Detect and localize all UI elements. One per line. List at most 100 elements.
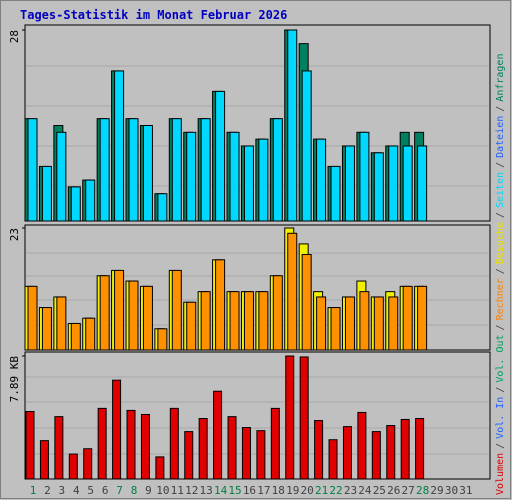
bar — [417, 145, 428, 222]
bar — [157, 328, 168, 351]
x-tick-label: 30 — [445, 484, 458, 497]
bar — [186, 131, 197, 222]
bar — [328, 439, 338, 480]
bar — [330, 307, 341, 351]
bar — [402, 285, 413, 351]
chart-title: Tages-Statistik im Monat Februar 2026 — [20, 8, 287, 22]
legend-entry: Besuche — [495, 222, 506, 264]
bar — [386, 425, 396, 480]
bar — [258, 291, 269, 351]
x-tick-label: 31 — [459, 484, 472, 497]
x-tick-label: 21 — [315, 484, 328, 497]
bar — [330, 165, 341, 222]
bar — [344, 145, 355, 222]
bar — [287, 29, 298, 222]
x-tick-label: 11 — [171, 484, 184, 497]
bar — [128, 118, 139, 222]
bar — [99, 118, 110, 222]
bar — [157, 193, 168, 222]
bar — [171, 118, 182, 222]
bar — [200, 118, 211, 222]
bar — [415, 418, 425, 480]
bar — [39, 440, 49, 480]
legend-entry: Anfragen — [495, 54, 506, 102]
bar — [342, 426, 352, 480]
legend-entry: Rechner — [495, 278, 506, 320]
bar — [371, 431, 381, 480]
x-tick-label: 6 — [102, 484, 109, 497]
x-tick-label: 20 — [301, 484, 314, 497]
bar — [301, 70, 312, 222]
x-tick-label: 24 — [358, 484, 372, 497]
bar — [126, 409, 136, 480]
y-tick-label: 23 — [8, 228, 21, 241]
bar — [258, 138, 269, 222]
x-tick-label: 10 — [156, 484, 169, 497]
legend-separator: / — [495, 212, 506, 218]
legend-entry: Vol. In — [495, 397, 506, 439]
x-tick-label: 4 — [73, 484, 80, 497]
bar — [200, 291, 211, 351]
bar — [357, 411, 367, 480]
bar — [314, 420, 324, 480]
bar — [373, 296, 384, 351]
bar — [114, 269, 125, 351]
x-tick-label: 26 — [387, 484, 400, 497]
bar — [299, 356, 309, 480]
x-tick-label: 9 — [145, 484, 152, 497]
y-tick-label: 28 — [8, 30, 21, 43]
bar — [27, 118, 38, 222]
bar — [41, 165, 52, 222]
bar — [68, 453, 78, 480]
bar — [83, 448, 93, 480]
bar — [142, 125, 153, 222]
bar — [316, 296, 327, 351]
bar — [417, 285, 428, 351]
bar — [215, 259, 226, 351]
bar — [114, 70, 125, 222]
x-tick-label: 17 — [257, 484, 270, 497]
bar — [97, 407, 107, 480]
x-tick-label: 15 — [228, 484, 241, 497]
bar — [56, 131, 67, 222]
legend-separator: / — [495, 387, 506, 393]
bar — [243, 145, 254, 222]
bar — [54, 416, 64, 480]
bar — [70, 322, 81, 351]
bar — [85, 317, 96, 351]
x-tick-label: 29 — [430, 484, 443, 497]
x-tick-label: 7 — [116, 484, 123, 497]
bar — [41, 307, 52, 351]
bar — [56, 296, 67, 351]
bar — [359, 131, 370, 222]
bar — [142, 285, 153, 351]
x-tick-label: 5 — [87, 484, 94, 497]
x-tick-label: 2 — [44, 484, 51, 497]
legend-separator: / — [495, 324, 506, 330]
bar — [112, 379, 122, 480]
legend-entry: Seiten — [495, 172, 506, 208]
legend: Volumen / Vol. In / Vol. Out / Rechner / Besuche… — [495, 54, 506, 495]
legend-separator: / — [495, 443, 506, 449]
y-tick-label: 7.89 KB — [8, 356, 21, 403]
bar — [99, 275, 110, 351]
x-tick-label: 19 — [286, 484, 299, 497]
bar — [140, 413, 150, 480]
bar — [198, 418, 208, 480]
legend-separator: / — [495, 106, 506, 112]
x-tick-label: 25 — [373, 484, 386, 497]
bar — [344, 296, 355, 351]
x-tick-label: 3 — [59, 484, 66, 497]
x-tick-label: 13 — [200, 484, 213, 497]
bar — [70, 186, 81, 222]
bar — [256, 430, 266, 480]
bar — [270, 407, 280, 480]
legend-separator: / — [495, 268, 506, 274]
bar — [402, 145, 413, 222]
bar — [388, 145, 399, 222]
bar — [27, 285, 38, 351]
x-tick-label: 28 — [416, 484, 429, 497]
bar — [85, 179, 96, 222]
